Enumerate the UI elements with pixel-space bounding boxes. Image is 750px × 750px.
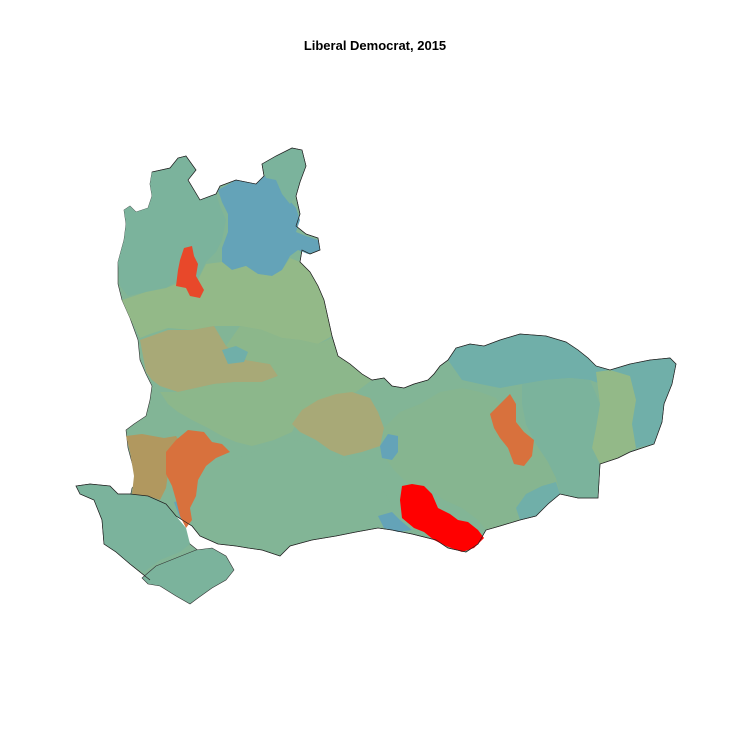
seat-orange-east xyxy=(490,394,534,466)
region-coast-teal xyxy=(516,482,560,520)
region-mid-green xyxy=(160,326,372,446)
region-east-teal xyxy=(448,334,676,448)
region-east-sage xyxy=(592,370,636,464)
region-khaki-west xyxy=(140,326,278,392)
seat-red-coast xyxy=(400,484,484,552)
region-north-blue xyxy=(218,176,320,276)
coastline-outline xyxy=(75,147,677,581)
region-khaki-central xyxy=(292,392,384,456)
region-south-central xyxy=(192,440,394,556)
region-southwest-coast xyxy=(76,484,190,572)
region-small-blue-1 xyxy=(380,434,398,460)
region-small-blue-3 xyxy=(222,346,248,364)
region-small-blue-2 xyxy=(378,512,412,532)
region-southeast-teal xyxy=(522,378,600,498)
region-central-green xyxy=(122,258,332,344)
isle-of-wight xyxy=(141,547,235,605)
seat-orange-southwest xyxy=(166,430,230,528)
region-north-teal xyxy=(262,148,306,204)
map-title: Liberal Democrat, 2015 xyxy=(303,38,447,53)
region-northwest xyxy=(118,156,226,296)
seat-red-orange-north xyxy=(176,246,204,298)
